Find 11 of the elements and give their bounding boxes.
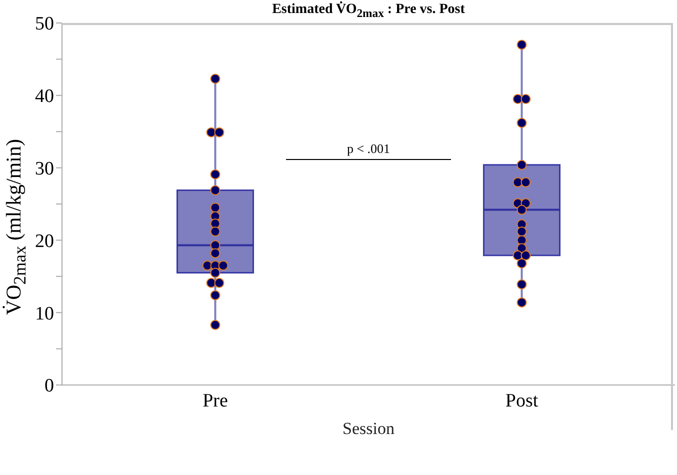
x-axis-title: Session (342, 419, 395, 438)
y-tick-label: 40 (35, 86, 54, 108)
y-tick-label: 50 (35, 14, 54, 35)
y-tick-label: 20 (35, 230, 54, 252)
y-tick-label: 30 (35, 158, 54, 180)
x-tick-label: Post (505, 390, 539, 412)
chart-title: Estimated V̇O$_{2max}$ : Pre vs. Post (271, 2, 466, 20)
y-tick-label: 10 (35, 303, 54, 324)
x-tick-label: Pre (202, 390, 228, 412)
annotation: p < .001 (346, 140, 392, 157)
y-tick-label: 0 (44, 376, 54, 397)
